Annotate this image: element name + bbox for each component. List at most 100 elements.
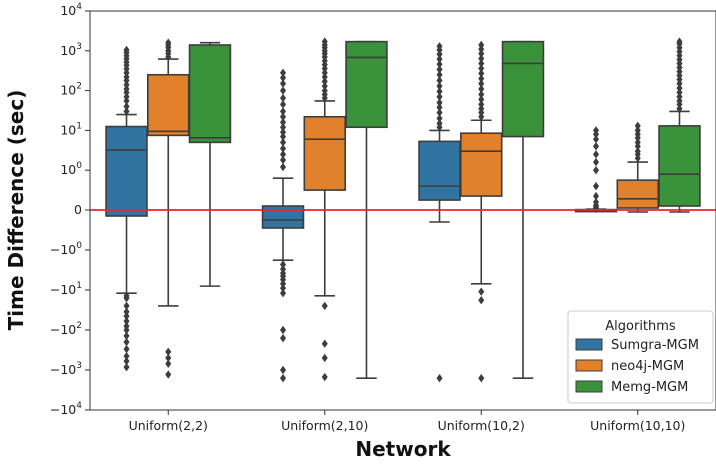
box-sumgra-mgm — [574, 126, 618, 214]
outlier-point — [279, 155, 287, 165]
box-body — [188, 44, 232, 144]
outlier-point — [436, 98, 443, 107]
outlier-point — [676, 88, 683, 97]
outlier-point — [592, 197, 600, 207]
box-body — [147, 73, 190, 137]
legend-title: Algorithms — [605, 319, 676, 334]
outlier-point — [436, 81, 443, 91]
outlier-point — [123, 337, 130, 347]
outlier-point — [478, 100, 485, 109]
outlier-point — [279, 79, 287, 88]
outlier-point — [123, 344, 130, 354]
box-memg-mgm — [345, 40, 388, 379]
outlier-point — [592, 181, 600, 191]
box-body — [616, 179, 659, 209]
outlier-point — [279, 112, 287, 121]
outlier-point — [279, 123, 287, 132]
outlier-point — [279, 333, 287, 343]
outlier-point — [321, 372, 328, 382]
outlier-point — [676, 83, 683, 93]
outlier-point — [279, 73, 287, 82]
outlier-point — [123, 351, 130, 361]
outlier-point — [478, 84, 485, 94]
outlier-point — [478, 54, 485, 63]
x-axis: Uniform(2,2) Uniform(2,10) Uniform(10,2) Un… — [129, 410, 685, 433]
legend-swatch — [575, 338, 603, 351]
legend-label: Sumgra-MGM — [611, 338, 699, 353]
outlier-point — [478, 373, 485, 383]
outlier-point — [123, 45, 130, 55]
outlier-point — [279, 86, 287, 95]
outlier-point — [279, 365, 287, 375]
legend: Algorithms Sumgra-MGM neo4j-MGM Memg-MGM — [567, 310, 714, 404]
outlier-point — [279, 279, 287, 289]
outlier-point — [123, 293, 130, 303]
outlier-point — [279, 128, 287, 137]
outlier-point — [478, 74, 485, 83]
outlier-point — [436, 60, 443, 69]
y-tick-label: 104 — [60, 2, 82, 18]
outlier-point — [436, 42, 443, 51]
y-tick-label: 101 — [60, 121, 82, 137]
box-neo4j-mgm — [147, 38, 190, 379]
outlier-point — [279, 162, 287, 172]
box-body — [418, 140, 461, 201]
box-memg-mgm — [188, 41, 232, 287]
outlier-point — [279, 325, 287, 335]
outlier-point — [123, 362, 130, 372]
outlier-point — [436, 70, 443, 79]
outlier-point — [436, 50, 443, 59]
box-body — [501, 40, 545, 138]
outlier-point — [478, 90, 485, 99]
outlier-point — [279, 260, 287, 269]
y-tick-label: −103 — [50, 361, 82, 377]
outlier-point — [478, 104, 485, 113]
outlier-point — [592, 135, 600, 144]
outlier-point — [321, 81, 328, 91]
outlier-point — [279, 132, 287, 141]
outlier-point — [279, 144, 287, 153]
outlier-point — [279, 150, 287, 159]
outlier-point — [634, 147, 641, 156]
legend-box — [567, 310, 714, 404]
box-body — [261, 205, 305, 229]
outlier-point — [165, 359, 172, 369]
outlier-point — [478, 79, 485, 88]
outlier-point — [123, 92, 130, 101]
outlier-point — [279, 68, 287, 78]
outlier-point — [123, 311, 130, 321]
outlier-point — [478, 59, 485, 68]
outlier-point — [165, 353, 172, 363]
outlier-point — [592, 191, 600, 201]
y-tick-label: 103 — [60, 42, 82, 58]
box-sumgra-mgm — [261, 68, 305, 383]
legend-swatch — [575, 380, 603, 393]
x-tick-label: Uniform(10,2) — [438, 418, 525, 433]
outlier-point — [321, 339, 328, 348]
outlier-point — [592, 126, 600, 135]
outlier-point — [165, 370, 172, 379]
box-memg-mgm — [501, 40, 545, 379]
y-tick-label: −101 — [50, 281, 82, 297]
legend-label: Memg-MGM — [611, 380, 688, 395]
box-neo4j-mgm — [460, 40, 503, 383]
y-tick-label: −102 — [50, 321, 82, 337]
outlier-point — [478, 40, 485, 50]
outlier-point — [676, 104, 683, 113]
box-body — [105, 125, 148, 217]
x-axis-title: Network — [355, 437, 451, 461]
outlier-point — [436, 108, 443, 117]
y-axis-title: Time Difference (sec) — [4, 90, 28, 331]
box-body — [345, 40, 388, 129]
outlier-point — [478, 95, 485, 104]
outlier-point — [321, 301, 328, 311]
outlier-point — [123, 307, 130, 316]
y-tick-label: −100 — [50, 241, 82, 257]
y-tick-label: 100 — [60, 161, 82, 177]
outlier-point — [279, 118, 287, 127]
outlier-point — [165, 38, 172, 47]
box-neo4j-mgm — [616, 121, 659, 213]
outlier-point — [436, 119, 443, 128]
outlier-point — [436, 76, 443, 85]
